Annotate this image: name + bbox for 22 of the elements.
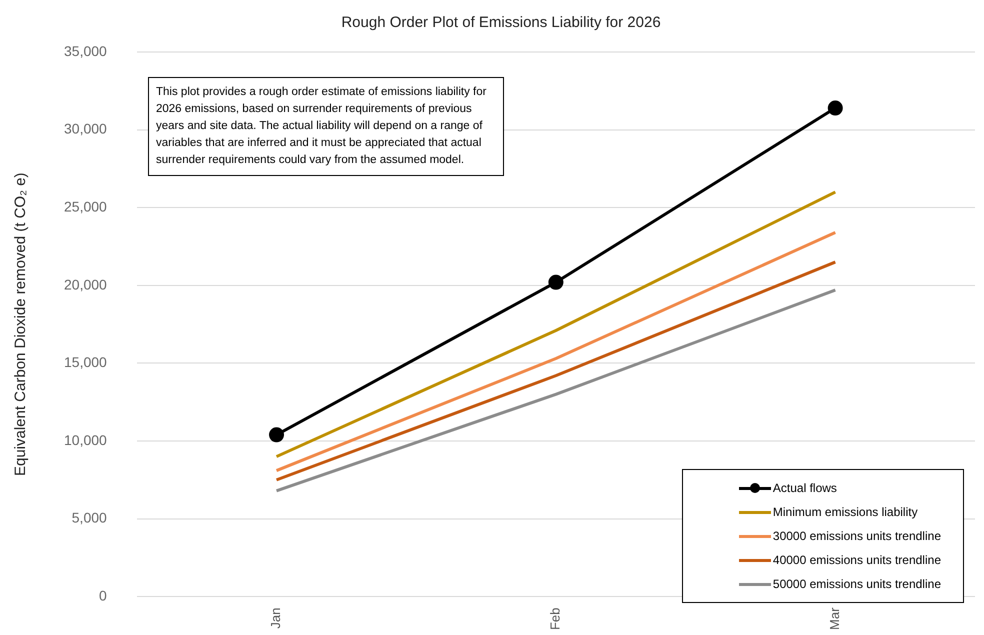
point [828,100,843,116]
y-axis-title: Equivalent Carbon Dioxide removed (t CO₂ e) [12,172,30,476]
y-tick-label: 20,000 [64,276,108,292]
legend-label: Minimum emissions liability [772,505,918,519]
legend-label: 40000 emissions units trendline [772,553,941,567]
legend-label: 50000 emissions units trendline [772,577,941,591]
point [548,274,564,290]
y-tick-label: 25,000 [64,198,108,214]
point [269,427,284,442]
annotation: This plot provides a rough order estimate of emissions liability for 2026 emissions, based on surrender requirements of previous years and site data. The actual liability will depend on a range of variables that are inferred and it must be appreciated that actual surrender requirements could vary from the assumed model. [156,85,488,168]
y-tick-label: 10,000 [64,432,108,448]
y-tick-label: 30,000 [64,120,108,137]
y-tick-label: 0 [99,587,108,604]
legend-label: 30000 emissions units trendline [772,529,941,543]
chart-title: Rough Order Plot of Emissions Liability for 2026 [341,14,661,32]
x-tick-label: Jan [268,608,284,629]
y-tick-label: 15,000 [64,354,108,370]
legend-label: Actual flows [772,481,837,495]
x-tick-label: Mar [826,606,842,630]
y-tick-label: 35,000 [64,42,108,59]
x-tick-label: Feb [547,608,562,630]
y-tick-label: 5,000 [72,510,108,526]
